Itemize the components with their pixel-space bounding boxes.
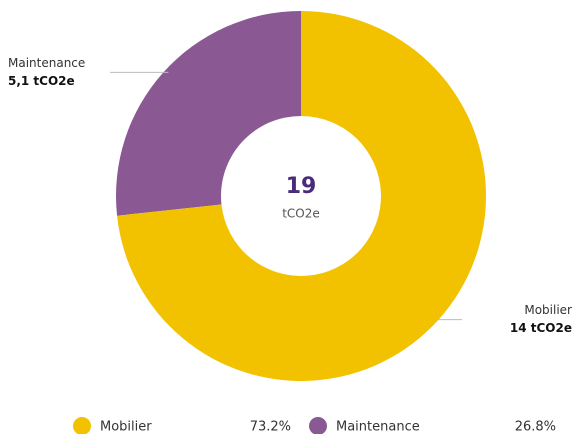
legend-label: Maintenance — [336, 420, 420, 434]
total-value: 19 — [286, 174, 317, 199]
slice — [117, 11, 486, 381]
slice-label: Maintenance — [8, 56, 85, 70]
legend-percentage: 26.8% — [515, 420, 556, 434]
legend-marker — [73, 417, 91, 434]
legend-label: Mobilier — [100, 420, 152, 434]
slice-value-label: 14 tCO2e — [510, 321, 572, 335]
total-unit: tCO2e — [282, 207, 320, 221]
legend-percentage: 73.2% — [250, 420, 291, 434]
slice-label: Mobilier — [524, 303, 572, 317]
slice-value-label: 5,1 tCO2e — [8, 74, 75, 88]
slice — [116, 11, 301, 216]
legend-marker — [309, 417, 327, 434]
